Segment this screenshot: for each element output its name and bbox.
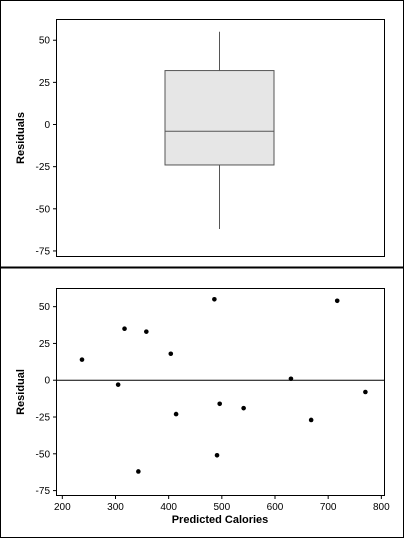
scatter-point bbox=[144, 329, 149, 334]
scatter-point bbox=[214, 452, 220, 458]
boxplot-y-tick-label: 25 bbox=[39, 78, 51, 89]
scatter-y-tick-label: -50 bbox=[36, 449, 51, 460]
scatter-panel: 50 25 0 -25 -50 -75 200 300 400 500 600 700 800 Res… bbox=[15, 288, 390, 526]
scatter-point bbox=[308, 417, 314, 423]
scatter-point bbox=[122, 326, 127, 332]
scatter-x-tick-label: 200 bbox=[54, 502, 71, 513]
scatter-x-tick-label: 700 bbox=[320, 502, 337, 513]
scatter-y-axis-title: Residual bbox=[15, 369, 27, 415]
scatter-point bbox=[212, 297, 217, 302]
scatter-point bbox=[115, 382, 121, 387]
scatter-plot-area bbox=[56, 288, 385, 496]
scatter-point bbox=[363, 389, 368, 395]
scatter-points bbox=[79, 297, 368, 474]
scatter-x-tick-label: 400 bbox=[160, 502, 177, 513]
scatter-point bbox=[288, 376, 294, 382]
scatter-y-tick-label: -25 bbox=[36, 413, 51, 424]
boxplot-y-tick-label: 0 bbox=[44, 120, 50, 131]
boxplot-y-tick-label: -25 bbox=[36, 162, 51, 173]
scatter-x-axis-title: Predicted Calories bbox=[172, 514, 269, 526]
scatter-x-tick-label: 800 bbox=[373, 502, 390, 513]
scatter-y-tick-label: -75 bbox=[36, 486, 51, 497]
scatter-y-axis: 50 25 0 -25 -50 -75 bbox=[36, 302, 57, 497]
boxplot-y-tick-label: -75 bbox=[36, 246, 51, 257]
boxplot-panel: 50 25 0 -25 -50 -75 Residuals bbox=[15, 19, 385, 257]
boxplot-y-tick-label: 50 bbox=[39, 36, 51, 47]
scatter-point bbox=[168, 351, 174, 357]
boxplot-y-axis-title: Residuals bbox=[15, 112, 27, 164]
scatter-point bbox=[217, 401, 223, 407]
scatter-x-tick-label: 500 bbox=[213, 502, 230, 513]
scatter-point bbox=[334, 298, 340, 304]
scatter-point bbox=[173, 411, 179, 417]
scatter-x-axis: 200 300 400 500 600 700 800 bbox=[54, 495, 390, 513]
scatter-y-tick-label: 25 bbox=[39, 339, 51, 350]
scatter-y-tick-label: 50 bbox=[39, 302, 51, 313]
scatter-x-tick-label: 600 bbox=[267, 502, 284, 513]
boxplot-y-axis: 50 25 0 -25 -50 -75 bbox=[36, 36, 57, 257]
scatter-point bbox=[136, 469, 141, 474]
boxplot-box bbox=[164, 70, 275, 166]
scatter-point bbox=[241, 405, 246, 411]
boxplot-y-tick-label: -50 bbox=[36, 204, 51, 215]
scatter-x-tick-label: 300 bbox=[107, 502, 124, 513]
scatter-point bbox=[79, 357, 85, 362]
scatter-y-tick-label: 0 bbox=[44, 376, 50, 387]
